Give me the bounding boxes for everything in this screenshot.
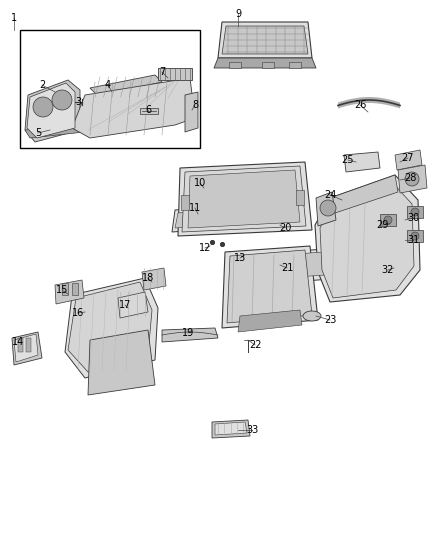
Text: 17: 17 — [119, 300, 131, 310]
Text: 27: 27 — [402, 153, 414, 163]
Circle shape — [320, 200, 336, 216]
Text: 23: 23 — [324, 315, 336, 325]
Polygon shape — [142, 268, 166, 290]
Polygon shape — [222, 26, 308, 54]
Text: 22: 22 — [249, 340, 261, 350]
Polygon shape — [158, 68, 192, 80]
Polygon shape — [27, 83, 75, 138]
Polygon shape — [320, 180, 414, 298]
Text: 8: 8 — [192, 100, 198, 110]
Polygon shape — [215, 422, 247, 435]
Circle shape — [52, 90, 72, 110]
Polygon shape — [118, 292, 148, 318]
Polygon shape — [407, 230, 423, 242]
Text: 19: 19 — [182, 328, 194, 338]
Polygon shape — [185, 92, 198, 132]
Polygon shape — [229, 62, 241, 68]
Text: 3: 3 — [75, 97, 81, 107]
Text: 26: 26 — [354, 100, 366, 110]
Bar — [26, 338, 31, 352]
Polygon shape — [182, 183, 244, 212]
Polygon shape — [162, 328, 218, 342]
Text: 11: 11 — [189, 203, 201, 213]
Text: 29: 29 — [376, 220, 388, 230]
Polygon shape — [88, 330, 155, 395]
Text: 16: 16 — [72, 308, 84, 318]
Polygon shape — [218, 22, 312, 58]
Text: 6: 6 — [145, 105, 151, 115]
Polygon shape — [398, 165, 427, 193]
Text: 20: 20 — [279, 223, 291, 233]
Text: 1: 1 — [11, 13, 17, 23]
Text: 14: 14 — [12, 337, 24, 347]
Bar — [72, 283, 78, 295]
Text: 28: 28 — [404, 173, 416, 183]
Polygon shape — [182, 166, 306, 232]
Polygon shape — [72, 78, 195, 138]
Polygon shape — [181, 195, 189, 210]
Polygon shape — [12, 332, 42, 365]
Text: 31: 31 — [407, 235, 419, 245]
Polygon shape — [214, 58, 316, 68]
Polygon shape — [178, 162, 312, 236]
Polygon shape — [238, 310, 302, 332]
Polygon shape — [90, 75, 162, 96]
Ellipse shape — [303, 311, 321, 321]
Text: 2: 2 — [39, 80, 45, 90]
Text: 9: 9 — [235, 9, 241, 19]
Circle shape — [33, 97, 53, 117]
Polygon shape — [212, 420, 250, 438]
Polygon shape — [14, 334, 38, 362]
Text: 32: 32 — [382, 265, 394, 275]
Text: 30: 30 — [407, 213, 419, 223]
Polygon shape — [25, 80, 80, 142]
Polygon shape — [344, 152, 380, 172]
Text: 5: 5 — [35, 128, 41, 138]
Text: 7: 7 — [159, 67, 165, 77]
Text: 24: 24 — [324, 190, 336, 200]
Text: 33: 33 — [246, 425, 258, 435]
Polygon shape — [175, 209, 224, 228]
Text: 25: 25 — [342, 155, 354, 165]
Polygon shape — [380, 214, 396, 226]
Circle shape — [405, 172, 419, 186]
Polygon shape — [395, 150, 422, 170]
Text: 13: 13 — [234, 253, 246, 263]
Polygon shape — [140, 108, 158, 114]
Polygon shape — [296, 190, 304, 205]
Text: 18: 18 — [142, 273, 154, 283]
Polygon shape — [316, 192, 336, 226]
Circle shape — [411, 232, 419, 240]
Polygon shape — [262, 62, 274, 68]
Polygon shape — [172, 206, 228, 232]
Polygon shape — [407, 206, 423, 218]
Polygon shape — [227, 250, 312, 323]
Bar — [20, 30, 200, 148]
Circle shape — [411, 208, 419, 216]
Text: 12: 12 — [199, 243, 211, 253]
Text: 21: 21 — [281, 263, 293, 273]
Polygon shape — [222, 246, 318, 328]
Text: 10: 10 — [194, 178, 206, 188]
Polygon shape — [68, 282, 152, 372]
Polygon shape — [252, 251, 340, 280]
Bar — [18, 338, 23, 352]
Text: 4: 4 — [105, 80, 111, 90]
Polygon shape — [25, 115, 175, 138]
Polygon shape — [330, 175, 398, 214]
Text: 15: 15 — [56, 285, 68, 295]
Polygon shape — [55, 280, 84, 304]
Polygon shape — [65, 278, 158, 378]
Circle shape — [384, 216, 392, 224]
Polygon shape — [188, 170, 300, 228]
Polygon shape — [185, 186, 240, 209]
Polygon shape — [289, 62, 301, 68]
Polygon shape — [315, 175, 420, 302]
Polygon shape — [250, 248, 345, 285]
Bar — [62, 283, 68, 295]
